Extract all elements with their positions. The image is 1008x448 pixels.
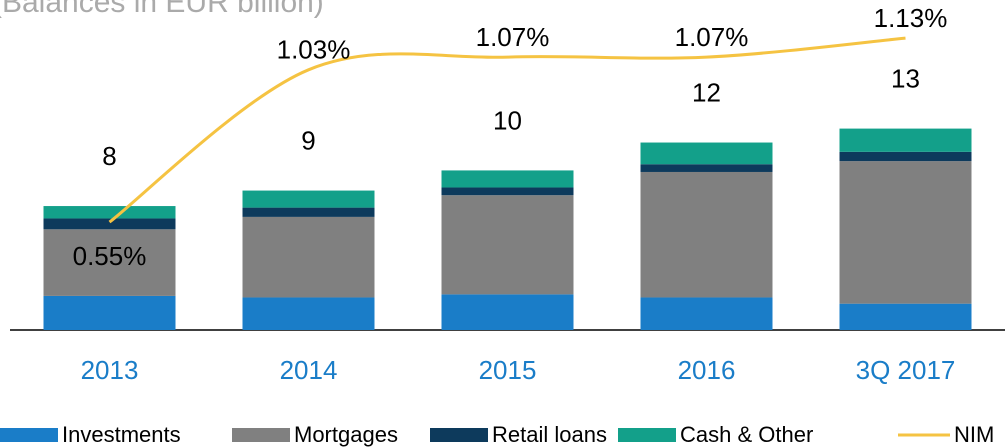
bar-segment [640,142,773,165]
nim-label: 1.07% [476,22,550,52]
bar-segment [441,195,574,295]
nim-label: 1.13% [874,3,948,33]
legend-swatch [618,428,676,442]
legend-label: Mortgages [294,422,398,447]
bar-segment [43,295,176,330]
legend-swatch [232,428,290,442]
bar-segment [839,151,972,162]
bar-segment [242,207,375,217]
nim-label: 0.55% [73,241,147,271]
legend-label: Retail loans [492,422,607,447]
bar-segment [839,303,972,330]
x-tick-label: 3Q 2017 [856,355,956,385]
bar-segment [242,216,375,298]
bar-segment [242,190,375,208]
legend-label: NIM [954,422,994,447]
x-tick-label: 2015 [479,355,537,385]
total-label: 8 [102,141,116,171]
bar-segment [441,294,574,330]
x-tick-label: 2016 [678,355,736,385]
bar-segment [640,297,773,330]
nim-line [108,36,906,224]
legend-swatch [0,428,58,442]
bar-segment [839,128,972,152]
chart-title: (Balances in EUR billion) [0,0,324,19]
nim-label: 1.03% [277,35,351,65]
bar-segment [242,297,375,330]
legend-label: Cash & Other [680,422,813,447]
bar-segment [839,161,972,304]
legend-label: Investments [62,422,181,447]
bar-segment [441,187,574,196]
total-label: 12 [692,77,721,107]
total-label: 10 [493,105,522,135]
x-tick-label: 2013 [81,355,139,385]
bar-segment [640,164,773,172]
bar-segment [441,170,574,188]
bar-segment [43,218,176,230]
x-tick-label: 2014 [280,355,338,385]
bar-segment [640,171,773,298]
total-label: 9 [301,125,315,155]
legend-swatch [430,428,488,442]
total-label: 13 [891,63,920,93]
nim-label: 1.07% [675,22,749,52]
bar-segment [43,206,176,219]
bar-segment [43,229,176,296]
